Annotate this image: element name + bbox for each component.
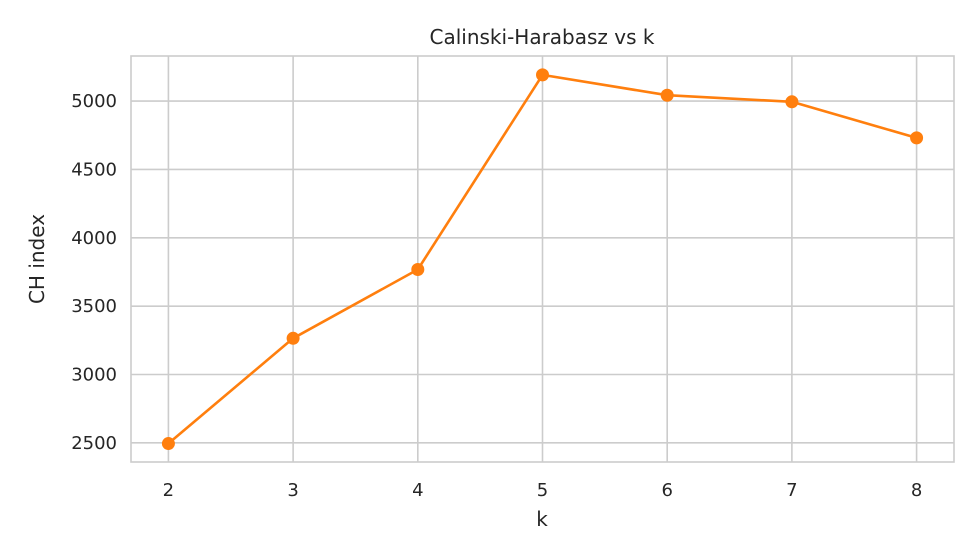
x-tick-label: 7 bbox=[786, 480, 797, 501]
y-axis-label: CH index bbox=[25, 214, 49, 304]
grid bbox=[131, 56, 954, 462]
y-tick-label: 3000 bbox=[71, 365, 117, 386]
x-tick-label: 2 bbox=[163, 480, 174, 501]
x-tick-label: 8 bbox=[911, 480, 922, 501]
x-tick-label: 4 bbox=[412, 480, 423, 501]
y-tick-label: 4000 bbox=[71, 228, 117, 249]
x-tick-label: 5 bbox=[537, 480, 548, 501]
y-tick-label: 4500 bbox=[71, 159, 117, 180]
data-point bbox=[785, 95, 799, 109]
data-point bbox=[286, 331, 300, 345]
data-point bbox=[910, 131, 924, 145]
x-axis-label: k bbox=[536, 507, 548, 531]
data-point bbox=[161, 437, 175, 451]
series-layer bbox=[161, 68, 924, 451]
chart-title: Calinski-Harabasz vs k bbox=[430, 25, 655, 49]
x-tick-label: 6 bbox=[661, 480, 672, 501]
x-tick-labels: 2 3 4 5 6 7 8 bbox=[163, 480, 923, 501]
y-tick-label: 3500 bbox=[71, 296, 117, 317]
plot-frame bbox=[130, 55, 955, 463]
data-point bbox=[411, 263, 425, 277]
x-tick-label: 3 bbox=[287, 480, 298, 501]
y-tick-label: 2500 bbox=[71, 433, 117, 454]
y-tick-labels: 2500 3000 3500 4000 4500 5000 bbox=[71, 91, 117, 454]
data-point bbox=[660, 88, 674, 102]
y-tick-label: 5000 bbox=[71, 91, 117, 112]
data-point bbox=[536, 68, 549, 82]
